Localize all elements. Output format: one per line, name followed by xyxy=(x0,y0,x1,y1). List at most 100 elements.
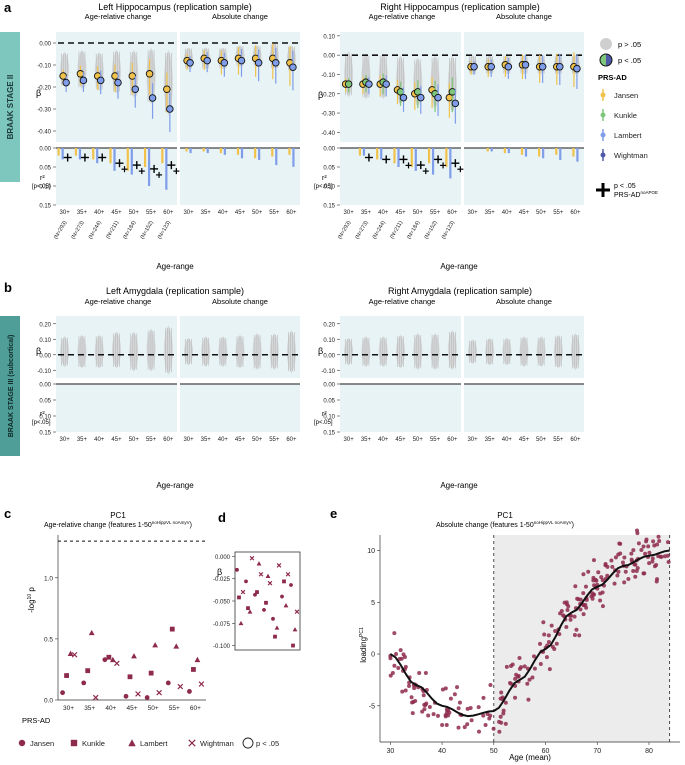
panel-a-left-r2sub: [p<.05] xyxy=(32,184,51,190)
panel-d-plot: 0.000 -0.025 -0.050 -0.075 -0.100 xyxy=(213,551,301,651)
a-n-label: (N=152) xyxy=(424,220,439,240)
a-right-r2-abs-bar-jansen xyxy=(555,148,558,155)
b-right-ytick-label: -0.10 xyxy=(321,369,335,375)
panel-c-subtitle: Age-relative change (features 1-50noHipp… xyxy=(44,520,192,529)
e-point xyxy=(498,696,503,701)
d-point-jansen xyxy=(280,594,284,599)
c-point-wightman xyxy=(114,660,120,667)
a-right-rel-point-kunkle xyxy=(448,88,457,96)
a-right-abs-point-lambert xyxy=(556,62,564,71)
b-left-rel-violin xyxy=(94,334,104,369)
b-left-r2-abs-xtick-label: 40+ xyxy=(218,437,229,443)
c-legend-marker-wightman-b xyxy=(188,739,196,747)
b-right-r2-rel-xtick-label: 50+ xyxy=(413,437,424,443)
a-right-ytick-label: -0.20 xyxy=(321,92,335,98)
e-ytick-label: 10 xyxy=(367,548,375,555)
e-point xyxy=(491,726,496,731)
b-right-rel-violin xyxy=(344,337,354,366)
e-point xyxy=(465,722,470,727)
a-right-yticks: 0.10 0.00 -0.10 -0.20 -0.30 -0.40 xyxy=(321,34,340,137)
panel-a-left-xlabel: Age-range xyxy=(156,262,194,271)
c-legend-label: p < .05 xyxy=(256,739,279,748)
a-n-label: (N=123) xyxy=(441,220,456,240)
a-left-r2-abs-xtick-label: 35+ xyxy=(201,210,212,216)
e-point xyxy=(573,584,578,589)
a-right-abs-point-lambert xyxy=(521,61,530,69)
a-left-r2-abs-bg xyxy=(180,148,300,205)
e-point xyxy=(509,681,514,686)
e-point xyxy=(443,712,448,717)
c-point-kunkle xyxy=(106,654,112,660)
e-point xyxy=(410,711,415,716)
legend-prs-dot-kunkle xyxy=(600,112,606,118)
a-left-rel-point-jansen xyxy=(76,70,85,78)
legend-prs-dot-wightman xyxy=(600,152,606,158)
e-point xyxy=(431,712,436,717)
a-left-r2-abs-xtick-label: 60+ xyxy=(286,210,297,216)
c-legend-label: Kunkle xyxy=(82,739,105,748)
b-left-abs-violin xyxy=(252,333,262,371)
b-left-abs-violin xyxy=(201,336,211,368)
e-point xyxy=(631,568,636,573)
e-point xyxy=(654,579,659,584)
a-right-r2-rel xyxy=(340,147,464,205)
b-left-r2-rel-xtick-label: 55+ xyxy=(146,437,157,443)
e-xtick-label: 80 xyxy=(645,748,653,755)
e-point xyxy=(612,581,617,586)
a-right-r2-ytick-label: 0.05 xyxy=(323,166,335,172)
e-point xyxy=(591,558,596,563)
a-right-r2-ytick-label: 0.00 xyxy=(323,147,335,153)
c-point-kunkle xyxy=(169,626,175,632)
e-point xyxy=(584,605,589,610)
a-right-r2-abs-xtick-label: 50+ xyxy=(536,210,547,216)
a-right-abs-point-lambert xyxy=(470,62,478,71)
a-right-r2-abs-bar-lambert xyxy=(490,148,493,152)
d-point-wightman xyxy=(285,571,291,577)
a-right-rel-point-lambert xyxy=(434,93,442,102)
panel-b-letter: b xyxy=(4,280,12,295)
e-point xyxy=(398,648,403,653)
a-right-abs-point-lambert xyxy=(538,62,547,71)
c-point-kunkle xyxy=(85,668,91,674)
a-left-r2-rel-xtick-label: 30+ xyxy=(60,210,71,216)
e-point xyxy=(581,591,586,596)
d-point-wightman-b xyxy=(240,589,246,595)
c-point-wightman-b xyxy=(92,694,99,701)
a-right-r2-rel-xtick-label: 35+ xyxy=(361,210,372,216)
a-right-abs xyxy=(464,32,584,142)
b-left-abs-violin xyxy=(184,337,194,366)
e-point xyxy=(603,563,608,568)
a-right-r2-abs-bg xyxy=(464,148,584,205)
e-point xyxy=(578,607,583,612)
d-point-wightman-b xyxy=(276,563,282,568)
a-left-r2-rel-bar-lambert xyxy=(147,148,151,186)
e-point xyxy=(447,710,452,715)
e-point xyxy=(514,672,519,677)
a-right-r2-abs-bar-lambert xyxy=(559,148,562,160)
a-left-r2-rel-bar-jansen xyxy=(74,148,78,156)
b-left-r2-abs-xtick-label: 35+ xyxy=(201,437,212,443)
b-right-ytick-label: 0.00 xyxy=(323,353,335,359)
legend-prs-label-jansen: Jansen xyxy=(614,91,638,100)
panel-a-right-r2label: r² xyxy=(322,175,327,182)
a-left-rel-point-jansen xyxy=(128,72,137,80)
panel-b-left-sub-abs: Absolute change xyxy=(212,297,268,306)
e-point xyxy=(508,664,513,669)
e-point xyxy=(591,578,596,583)
e-point xyxy=(610,564,615,569)
legend-prs-dot-lambert xyxy=(600,132,606,138)
e-point xyxy=(631,548,636,553)
b-left-yticks: 0.20 0.10 0.00 -0.10 xyxy=(37,322,56,375)
b-left-ytick-label: -0.10 xyxy=(37,369,51,375)
e-point xyxy=(421,693,426,698)
a-left-r2-abs-xtick-label: 40+ xyxy=(218,210,229,216)
e-point xyxy=(476,705,481,710)
panel-e-letter: e xyxy=(330,506,337,521)
e-point xyxy=(392,663,397,668)
e-point xyxy=(527,677,532,682)
c-point-lambert xyxy=(109,656,116,663)
panel-b-right-r2label: r² xyxy=(322,411,327,418)
panel-b-left-sub-rel: Age-relative change xyxy=(85,297,152,306)
e-point xyxy=(565,608,570,613)
a-left-rel-point-jansen xyxy=(145,70,154,78)
